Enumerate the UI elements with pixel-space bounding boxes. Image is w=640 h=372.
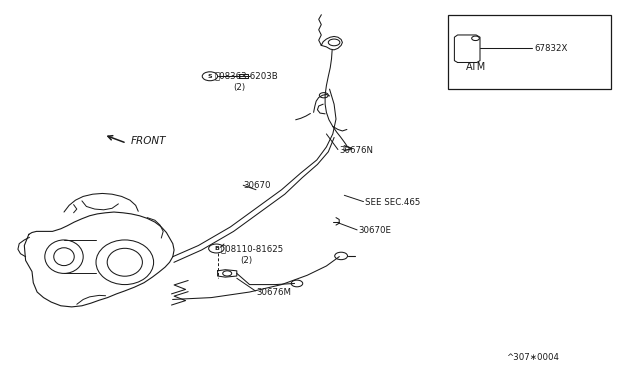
Text: 30670E: 30670E (358, 226, 392, 235)
Text: 67832X: 67832X (534, 44, 568, 53)
Text: ATM: ATM (466, 62, 486, 72)
Text: 30676N: 30676N (339, 146, 373, 155)
Text: ^307∗0004: ^307∗0004 (506, 353, 559, 362)
Text: (2): (2) (240, 256, 252, 265)
Text: S: S (207, 74, 212, 79)
Text: FRONT: FRONT (131, 136, 166, 145)
Text: SEE SEC.465: SEE SEC.465 (365, 198, 420, 207)
Bar (448, 15, 611, 89)
Text: B: B (214, 246, 219, 251)
Text: 30676M: 30676M (256, 288, 291, 296)
Text: Ⓝ08363-6203B: Ⓝ08363-6203B (214, 72, 278, 81)
Text: (2): (2) (234, 83, 246, 92)
Text: 30670: 30670 (243, 182, 271, 190)
Text: ⒲08110-81625: ⒲08110-81625 (221, 245, 284, 254)
